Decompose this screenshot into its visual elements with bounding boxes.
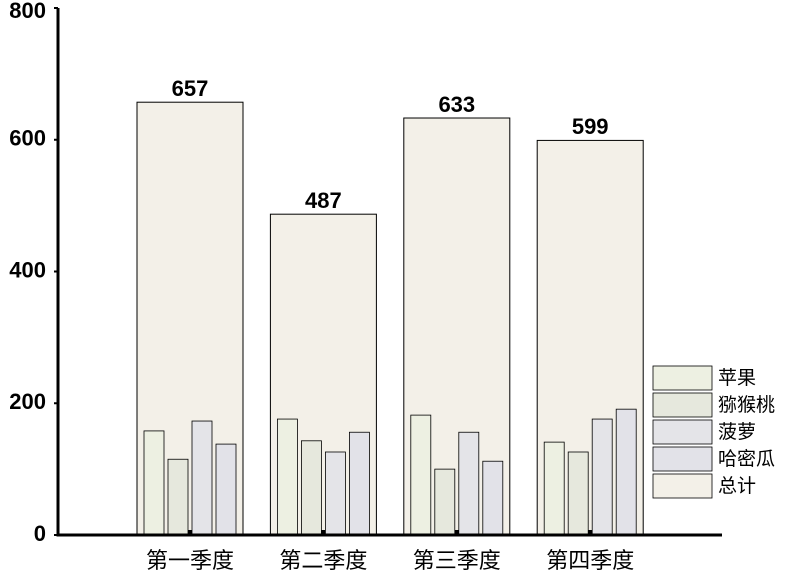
x-tick-label: 第四季度 [546, 549, 634, 574]
value-label: 657 [172, 76, 209, 101]
value-label: 487 [305, 188, 342, 213]
bar [482, 460, 504, 536]
bar [324, 451, 346, 536]
bar [410, 414, 432, 536]
bar [591, 418, 613, 536]
legend-label: 猕猴桃 [718, 394, 775, 416]
y-tick-label: 600 [9, 126, 46, 151]
bar [348, 431, 370, 536]
legend-swatch [652, 365, 713, 391]
y-tick-label: 200 [9, 389, 46, 414]
bar [615, 408, 637, 536]
bar [434, 468, 456, 536]
y-tick-label: 400 [9, 257, 46, 282]
legend-swatch [652, 392, 713, 418]
legend-label: 总计 [718, 475, 756, 497]
legend-label: 苹果 [718, 367, 756, 389]
bar [543, 441, 565, 536]
legend-swatch [652, 473, 713, 499]
bar [300, 440, 322, 536]
y-tick-label: 800 [9, 0, 46, 23]
legend-label: 哈密瓜 [718, 448, 775, 470]
value-label: 599 [572, 114, 609, 139]
bar [567, 451, 589, 536]
value-label: 633 [438, 92, 475, 117]
x-tick-label: 第一季度 [146, 549, 234, 574]
legend-label: 菠萝 [718, 421, 756, 443]
bar [276, 418, 298, 536]
bar [191, 420, 213, 536]
x-tick-label: 第二季度 [279, 549, 367, 574]
bar [215, 443, 237, 536]
y-tick-label: 0 [34, 521, 46, 546]
legend-swatch [652, 419, 713, 445]
bar [458, 431, 480, 536]
bar [167, 458, 189, 536]
legend-swatch [652, 446, 713, 472]
bar [143, 430, 165, 536]
x-tick-label: 第三季度 [413, 549, 501, 574]
